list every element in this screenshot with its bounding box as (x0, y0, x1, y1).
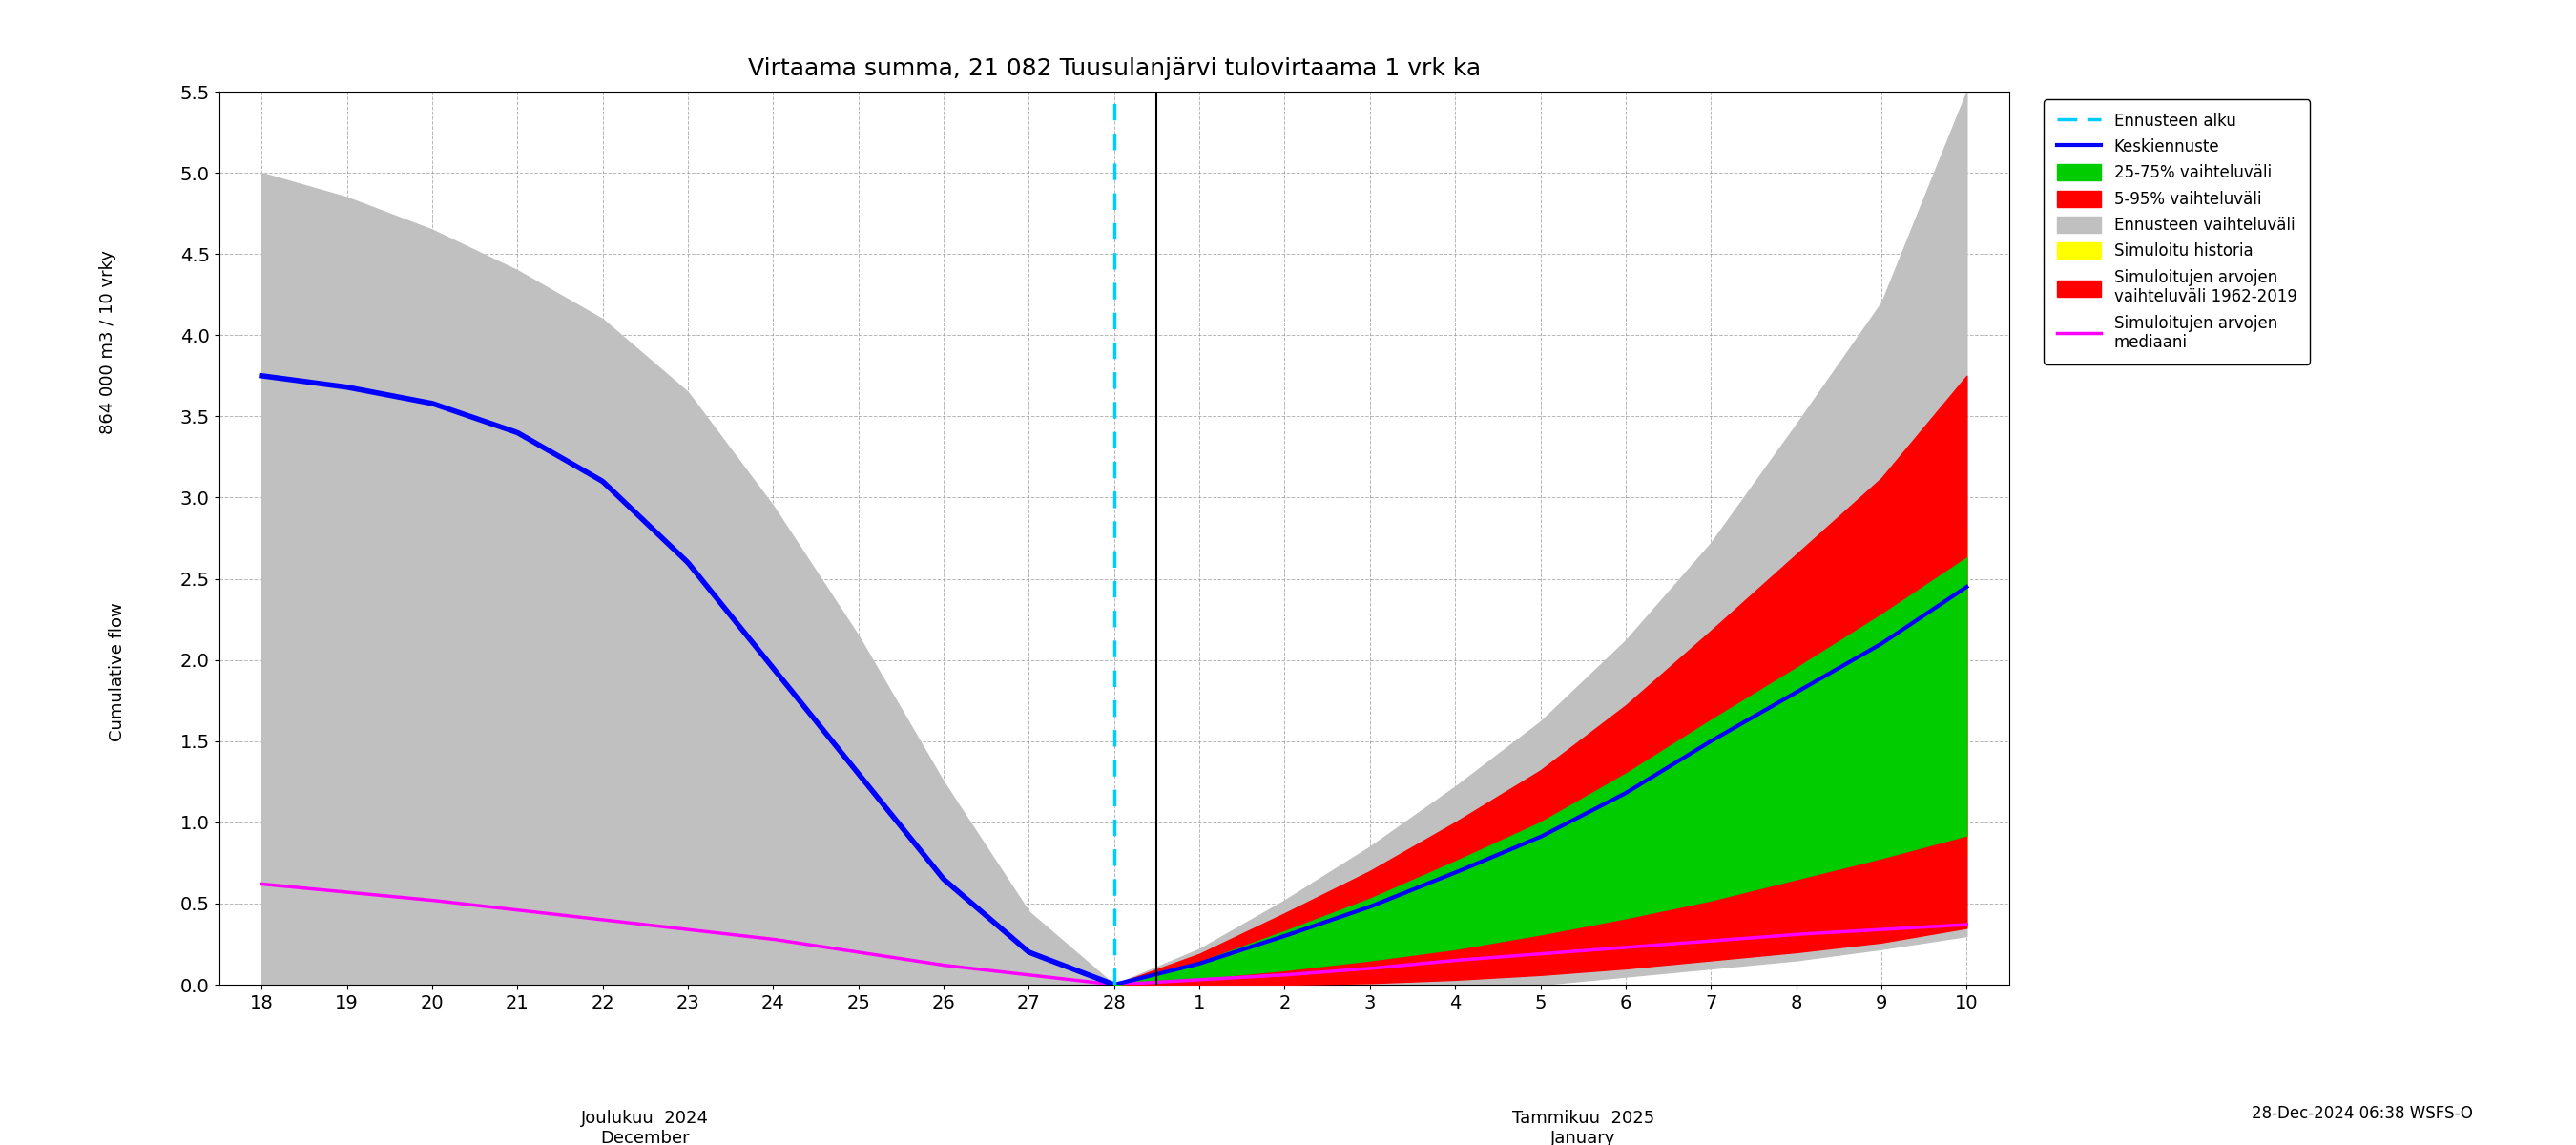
Text: Cumulative flow: Cumulative flow (108, 602, 126, 742)
Text: 28-Dec-2024 06:38 WSFS-O: 28-Dec-2024 06:38 WSFS-O (2251, 1105, 2473, 1122)
Text: Joulukuu  2024
December: Joulukuu 2024 December (582, 1110, 708, 1145)
Title: Virtaama summa, 21 082 Tuusulanjärvi tulovirtaama 1 vrk ka: Virtaama summa, 21 082 Tuusulanjärvi tul… (747, 57, 1481, 80)
Text: Tammikuu  2025
January: Tammikuu 2025 January (1512, 1110, 1654, 1145)
Legend: Ennusteen alku, Keskiennuste, 25-75% vaihteluväli, 5-95% vaihteluväli, Ennusteen: Ennusteen alku, Keskiennuste, 25-75% vai… (2045, 100, 2311, 364)
Text: 864 000 m3 / 10 vrky: 864 000 m3 / 10 vrky (100, 250, 116, 434)
